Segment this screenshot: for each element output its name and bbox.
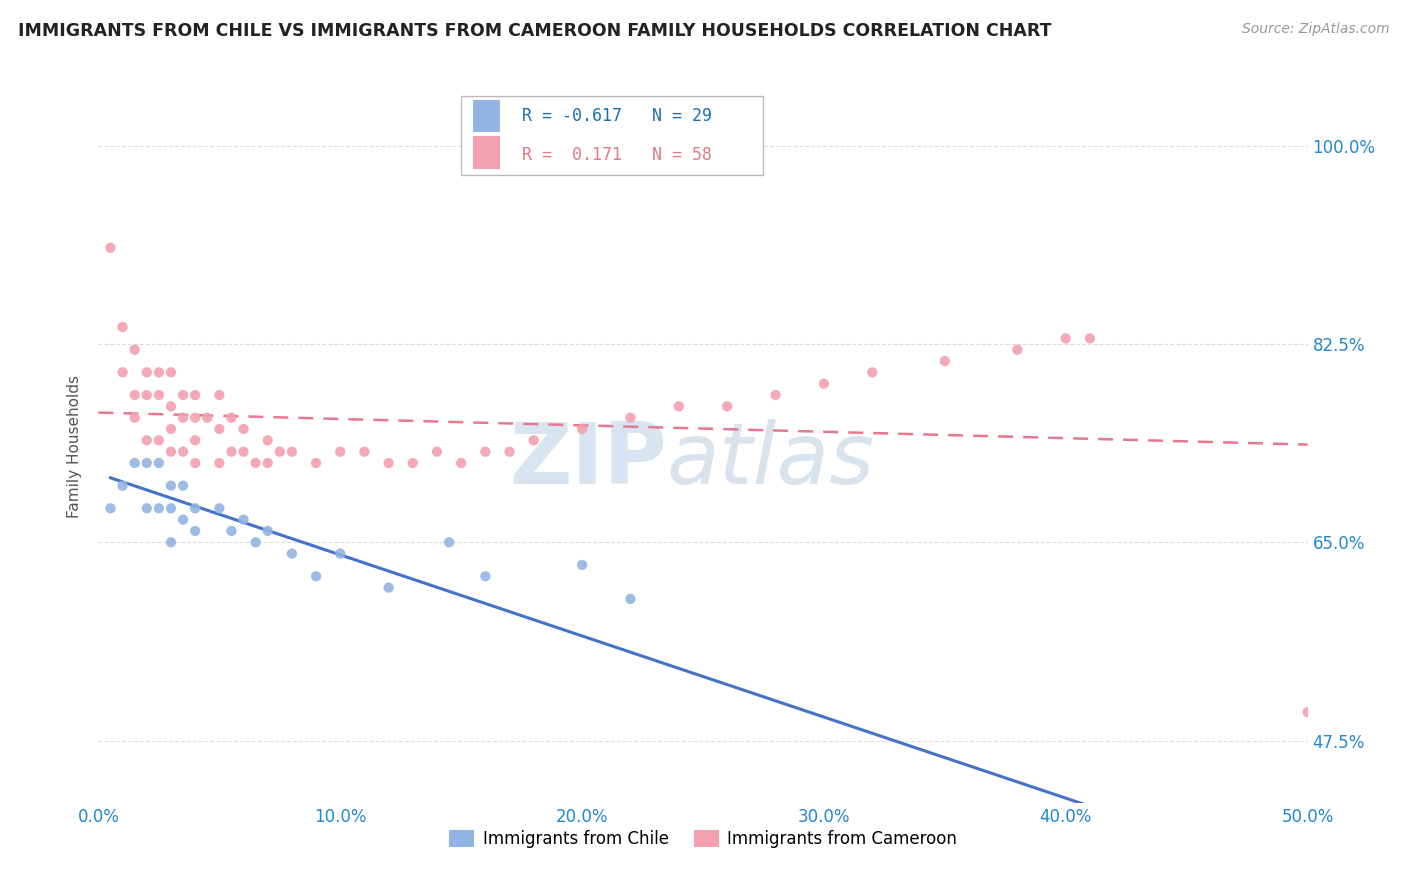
Point <box>160 422 183 436</box>
Point <box>208 456 231 470</box>
Point <box>124 343 146 357</box>
Point <box>402 456 425 470</box>
Point <box>135 434 157 448</box>
Point <box>329 547 352 561</box>
Point <box>619 591 641 606</box>
Point <box>305 456 328 470</box>
Point <box>934 354 956 368</box>
Point <box>135 501 157 516</box>
Text: ZIP: ZIP <box>509 418 666 502</box>
Point <box>208 388 231 402</box>
Point <box>195 410 218 425</box>
Point <box>208 501 231 516</box>
Point <box>100 501 122 516</box>
Point <box>172 410 194 425</box>
Point <box>184 456 207 470</box>
Point <box>256 524 278 538</box>
Point <box>221 444 243 458</box>
Point <box>245 456 267 470</box>
Point <box>1152 852 1174 866</box>
Point <box>148 434 170 448</box>
Point <box>148 456 170 470</box>
Point <box>813 376 835 391</box>
Point <box>160 535 183 549</box>
Text: atlas: atlas <box>666 418 875 502</box>
Point <box>111 365 134 379</box>
Point <box>184 410 207 425</box>
Text: R =  0.171   N = 58: R = 0.171 N = 58 <box>522 146 711 164</box>
Point <box>208 422 231 436</box>
Legend: Immigrants from Chile, Immigrants from Cameroon: Immigrants from Chile, Immigrants from C… <box>443 823 963 855</box>
Point <box>172 388 194 402</box>
Point <box>148 365 170 379</box>
Point <box>184 388 207 402</box>
Point <box>100 241 122 255</box>
Point <box>860 365 883 379</box>
Point <box>256 434 278 448</box>
Point <box>474 444 496 458</box>
Point <box>172 478 194 492</box>
Point <box>160 501 183 516</box>
Point <box>426 444 449 458</box>
FancyBboxPatch shape <box>474 136 501 169</box>
Point <box>329 444 352 458</box>
Point <box>232 444 254 458</box>
Point <box>498 444 520 458</box>
Point <box>232 422 254 436</box>
Point <box>269 444 291 458</box>
Point <box>111 478 134 492</box>
Point <box>523 434 546 448</box>
Point <box>571 422 593 436</box>
Point <box>124 388 146 402</box>
Point <box>221 410 243 425</box>
Point <box>232 513 254 527</box>
Text: R = -0.617   N = 29: R = -0.617 N = 29 <box>522 107 711 125</box>
Point <box>571 558 593 572</box>
Point <box>184 501 207 516</box>
Text: Source: ZipAtlas.com: Source: ZipAtlas.com <box>1241 22 1389 37</box>
Point <box>474 569 496 583</box>
Point <box>160 365 183 379</box>
Point <box>135 456 157 470</box>
Point <box>353 444 375 458</box>
Point <box>172 444 194 458</box>
Point <box>124 410 146 425</box>
Point <box>148 501 170 516</box>
Point <box>619 410 641 425</box>
Point <box>172 513 194 527</box>
Point <box>377 456 399 470</box>
Y-axis label: Family Households: Family Households <box>67 375 83 517</box>
Point <box>184 524 207 538</box>
Point <box>281 444 304 458</box>
Point <box>135 365 157 379</box>
Point <box>256 456 278 470</box>
Point <box>1054 331 1077 345</box>
FancyBboxPatch shape <box>474 100 501 132</box>
Point <box>1296 705 1319 719</box>
Point <box>111 320 134 334</box>
Point <box>160 444 183 458</box>
Point <box>160 478 183 492</box>
Point <box>1163 863 1185 878</box>
Point <box>716 400 738 414</box>
Point <box>668 400 690 414</box>
Point <box>245 535 267 549</box>
Point <box>135 388 157 402</box>
Point <box>281 547 304 561</box>
Point <box>148 388 170 402</box>
Point <box>450 456 472 470</box>
Point <box>160 400 183 414</box>
Point <box>305 569 328 583</box>
FancyBboxPatch shape <box>461 96 763 175</box>
Point <box>377 581 399 595</box>
Point <box>1078 331 1101 345</box>
Point <box>124 456 146 470</box>
Text: IMMIGRANTS FROM CHILE VS IMMIGRANTS FROM CAMEROON FAMILY HOUSEHOLDS CORRELATION : IMMIGRANTS FROM CHILE VS IMMIGRANTS FROM… <box>18 22 1052 40</box>
Point <box>437 535 460 549</box>
Point <box>765 388 787 402</box>
Point <box>184 434 207 448</box>
Point <box>221 524 243 538</box>
Point <box>1007 343 1029 357</box>
